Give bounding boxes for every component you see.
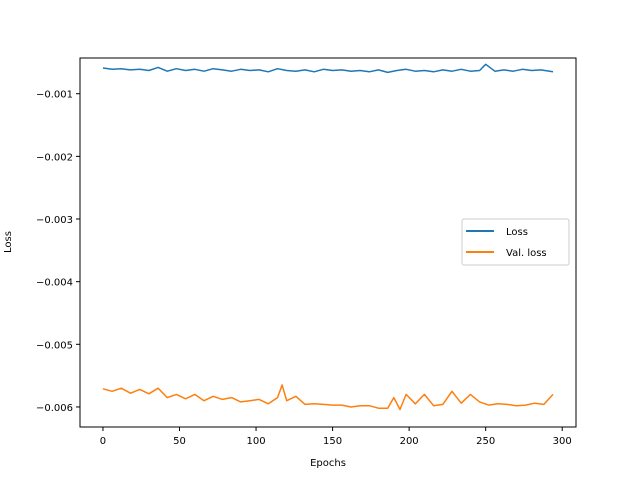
y-axis-label: Loss [3,231,14,253]
x-tick-label: 250 [476,436,495,447]
y-tick-label: −0.002 [36,152,73,163]
series-line-0 [102,63,554,74]
x-axis: 0 50 100 150 200 250 300 [100,427,572,447]
x-tick-label: 50 [173,436,186,447]
plot-area [102,63,554,411]
x-tick-label: 150 [323,436,342,447]
x-tick-label: 0 [100,436,106,447]
legend: Loss Val. loss [461,218,570,266]
y-tick-label: −0.004 [36,278,73,289]
y-axis: −0.006 −0.005 −0.004 −0.003 −0.002 −0.001 [36,90,80,414]
series-line-1 [102,384,554,411]
x-tick-label: 300 [553,436,572,447]
y-tick-label: −0.006 [36,403,73,414]
y-tick-label: −0.001 [36,90,73,101]
x-tick-label: 200 [400,436,419,447]
legend-label-loss: Loss [506,227,528,238]
x-tick-label: 100 [247,436,266,447]
x-axis-label: Epochs [310,458,346,469]
y-tick-label: −0.003 [36,215,73,226]
y-tick-label: −0.005 [36,340,73,351]
axes-frame [79,57,577,428]
legend-label-val-loss: Val. loss [506,248,547,259]
